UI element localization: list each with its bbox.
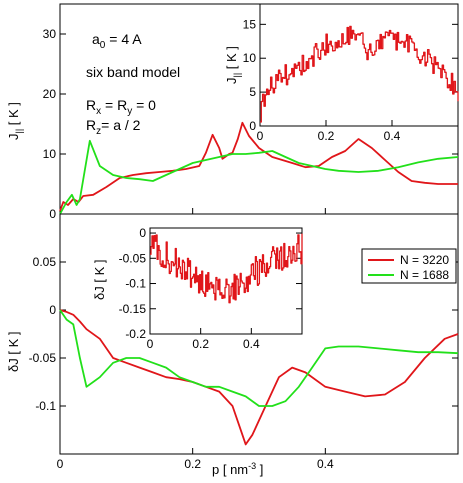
bottom-inset: 0-0.05-0.1-0.15-0.20 0.2 0.4 δJ [ K ]: [92, 226, 303, 351]
legend-box: [361, 248, 457, 284]
annotation-a0: a0 = 4 A: [92, 31, 142, 51]
series-line-n1688: [59, 139, 459, 215]
annotation-model: six band model: [86, 64, 180, 80]
top-inset-ticks: 0 5 10 15 0 0.2 0.4: [243, 17, 458, 143]
annotation-rxry: Rx = Ry = 0: [86, 97, 156, 117]
ytick-label: -0.2: [125, 327, 146, 341]
ytick-label: -0.1: [35, 399, 56, 413]
series-line-n3220: [260, 25, 459, 123]
xtick-label: 0: [57, 457, 64, 471]
ytick-label: -0.15: [119, 302, 147, 316]
xtick-label: 0: [147, 337, 154, 351]
bottom-xlabel: p [ nm-3 ]: [212, 461, 263, 477]
series-line-n1688: [59, 309, 459, 407]
ytick-label: -0.1: [125, 277, 146, 291]
ytick-label: 20: [43, 87, 57, 101]
ytick-label: 0: [49, 207, 56, 221]
top-panel-series: [59, 121, 459, 215]
xtick-label: 0.2: [184, 457, 201, 471]
series-line-n3220: [59, 309, 459, 446]
xtick-label: 0.4: [384, 129, 401, 143]
bottom-inset-ylabel: δJ [ K ]: [92, 260, 107, 300]
bottom-ylabel: δJ [ K ]: [6, 332, 21, 372]
bottom-inset-series: [150, 233, 303, 304]
top-panel: 0 10 20 30 a0 = 4 A six band model Rx = Ry …: [6, 3, 459, 221]
legend: N = 3220 N = 1688: [361, 248, 457, 284]
xtick-label: 0.4: [243, 337, 260, 351]
top-inset-series: [260, 25, 459, 123]
ytick-label: 0: [49, 303, 56, 317]
legend-label-n3220: N = 3220: [400, 253, 449, 267]
ytick-label: 30: [43, 27, 57, 41]
ytick-label: 10: [243, 51, 257, 65]
ytick-label: 15: [243, 17, 257, 31]
ytick-label: -0.05: [29, 351, 57, 365]
top-inset: 0 5 10 15 0 0.2 0.4 J|| [ K ]: [224, 3, 459, 143]
xtick-label: 0.4: [317, 457, 334, 471]
xtick-label: 0.2: [192, 337, 209, 351]
series-line-n3220: [150, 233, 303, 304]
top-inset-background: [259, 3, 459, 127]
xtick-label: 0: [257, 129, 264, 143]
top-inset-ylabel: J|| [ K ]: [224, 46, 242, 84]
ytick-label: 0: [139, 226, 146, 240]
annotation-rz: Rz= a / 2: [86, 117, 141, 137]
legend-label-n1688: N = 1688: [400, 268, 449, 282]
bottom-inset-ticks: 0-0.05-0.1-0.15-0.20 0.2 0.4: [119, 226, 302, 351]
ytick-label: 0: [249, 119, 256, 133]
ytick-label: 10: [43, 147, 57, 161]
ytick-label: 0.05: [33, 255, 57, 269]
top-ylabel: J|| [ K ]: [6, 102, 24, 140]
bottom-panel-series: [59, 309, 459, 446]
xtick-label: 0.2: [318, 129, 335, 143]
bottom-panel-ticks: 0.05 0 -0.05 -0.1 0 0.2 0.4: [29, 255, 458, 471]
ytick-label: -0.05: [119, 251, 147, 265]
ytick-label: 5: [249, 85, 256, 99]
